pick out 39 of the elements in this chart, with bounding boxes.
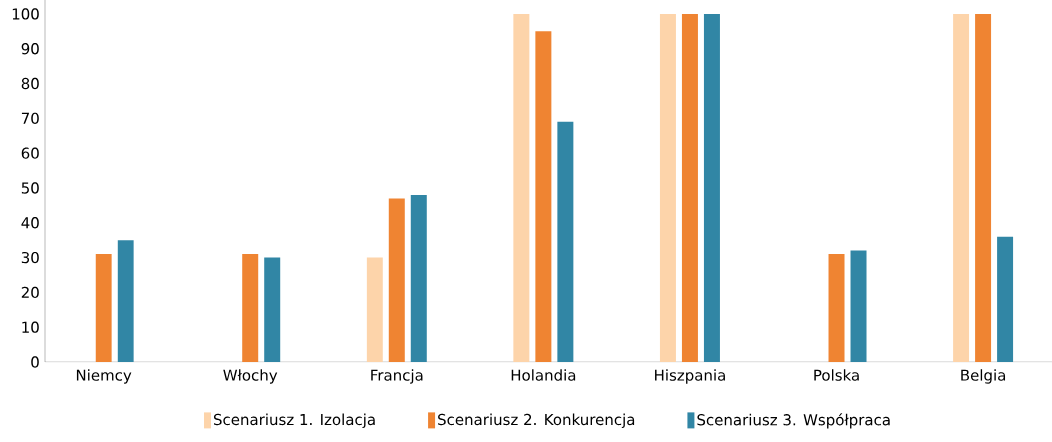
y-tick-label: 80	[21, 77, 39, 90]
bar	[366, 257, 383, 362]
y-tick-label: 40	[21, 217, 39, 229]
legend-label: Scenariusz 2. Konkurencja	[438, 413, 635, 429]
y-tick-label: 70	[21, 112, 39, 125]
x-tick-label: Francja	[371, 369, 423, 384]
y-tick-label: 10	[22, 321, 39, 333]
legend-label: Scenariusz 3. Współpraca	[697, 413, 890, 429]
bar	[557, 121, 574, 362]
bar	[703, 13, 720, 362]
bar	[850, 250, 867, 362]
bar	[953, 13, 970, 362]
y-tick-label: 90	[21, 43, 39, 55]
bar	[95, 254, 112, 362]
bar	[659, 13, 676, 362]
bar	[997, 236, 1014, 362]
y-tick-label: 100	[12, 8, 39, 20]
y-tick-label: 30	[21, 251, 39, 264]
y-tick-label: 50	[21, 182, 39, 194]
x-tick-label: Niemcy	[76, 369, 132, 384]
x-tick-label: Belgia	[961, 369, 1006, 384]
bar	[975, 13, 992, 362]
bar	[681, 13, 698, 362]
y-tick-label: 0	[31, 356, 39, 368]
bar	[828, 254, 845, 362]
x-tick-label: Polska	[814, 369, 859, 381]
bar	[242, 254, 259, 362]
x-tick-label: Włochy	[223, 369, 278, 384]
bar	[513, 13, 530, 362]
bar	[117, 240, 134, 362]
y-tick-label: 60	[21, 147, 39, 159]
bar	[388, 198, 405, 362]
bar	[410, 194, 427, 362]
x-tick-label: Holandia	[511, 369, 576, 381]
bar	[264, 257, 281, 362]
bar	[535, 31, 552, 362]
x-tick-label: Hiszpania	[655, 369, 725, 384]
legend-label: Scenariusz 1. Izolacja	[213, 413, 375, 429]
y-tick-label: 20	[21, 286, 39, 299]
